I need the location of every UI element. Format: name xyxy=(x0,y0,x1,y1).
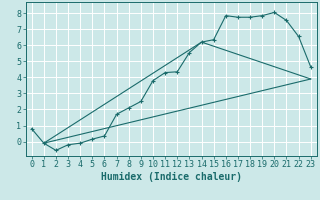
X-axis label: Humidex (Indice chaleur): Humidex (Indice chaleur) xyxy=(101,172,242,182)
